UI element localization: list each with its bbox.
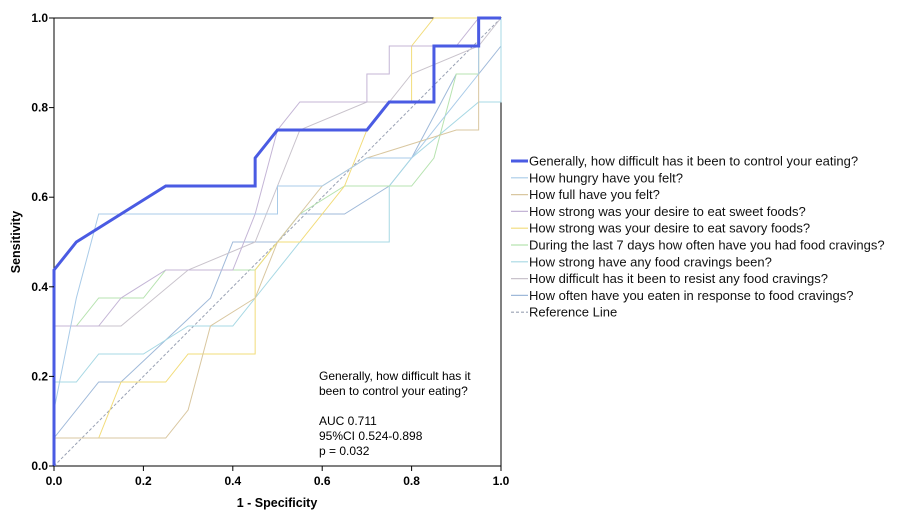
annotation-line: Generally, how difficult has it: [319, 369, 471, 383]
x-tick-label: 0.4: [224, 474, 241, 488]
y-axis-title: Sensitivity: [9, 211, 23, 274]
roc-curve-3: [53, 17, 501, 466]
y-tick-label: 0.4: [31, 280, 48, 294]
x-axis-title: 1 - Specificity: [237, 496, 318, 510]
legend-label: How strong was your desire to eat sweet …: [529, 204, 806, 219]
annotation-line: been to control your eating?: [319, 384, 468, 398]
roc-curves: [52, 16, 502, 467]
roc-curve-4: [53, 17, 501, 466]
y-tick-label: 0.2: [31, 369, 48, 383]
legend: Generally, how difficult has it been to …: [511, 154, 885, 320]
x-tick-label: 0.8: [403, 474, 420, 488]
axes: 0.00.0 0.2 0.2 0.4 0.4 0.6 0.6 0.8 0.8 1.0 1.0: [31, 11, 509, 488]
y-tick-label: 0.0: [31, 459, 48, 473]
y-tick-label: 0.6: [31, 190, 48, 204]
annotation-line: AUC 0.711: [319, 414, 377, 428]
legend-label: Generally, how difficult has it been to …: [529, 154, 858, 169]
roc-curve-1: [52, 16, 501, 466]
x-tick-label: 1.0: [493, 474, 510, 488]
x-tick-label: 0.2: [135, 474, 152, 488]
legend-label: How strong was your desire to eat savory…: [529, 221, 810, 236]
annotation-line: 95%CI 0.524-0.898: [319, 429, 423, 443]
x-tick-label: 0.0: [46, 474, 63, 488]
legend-label: How hungry have you felt?: [529, 170, 683, 185]
roc-curve-2: [53, 17, 501, 466]
annotation-line: p = 0.032: [319, 444, 370, 458]
legend-label: How strong have any food cravings been?: [529, 254, 772, 269]
x-tick-label: 0.6: [314, 474, 331, 488]
legend-label: Reference Line: [529, 305, 617, 320]
legend-label: How difficult has it been to resist any …: [529, 271, 828, 286]
legend-label: During the last 7 days how often have yo…: [529, 238, 885, 253]
y-tick-label: 1.0: [31, 11, 48, 25]
legend-label: How often have you eaten in response to …: [529, 288, 854, 303]
y-tick-label: 0.8: [31, 101, 48, 115]
legend-label: How full have you felt?: [529, 187, 660, 202]
